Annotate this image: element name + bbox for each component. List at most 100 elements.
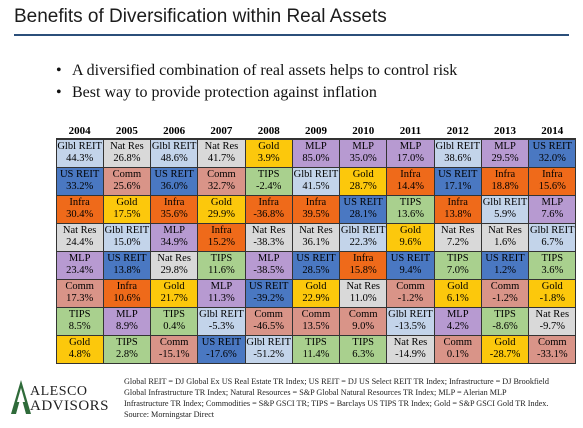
bullet-text: A diversified combination of real assets… [72,62,458,79]
asset-return-cell: Nat Res -9.7% [528,306,577,336]
asset-return-cell: Glbl REIT 44.3% [55,138,104,168]
asset-class-label: Glbl REIT [199,309,244,320]
asset-class-label: TIPS [399,197,422,208]
return-value: -1.8% [539,293,565,304]
return-value: 11.0% [349,293,377,304]
returns-grid: Glbl REIT 44.3% Nat Res 26.8% Glbl REIT 48.6%… [55,138,577,364]
return-value: 33.2% [66,181,94,192]
asset-class-label: MLP [257,253,280,264]
return-value: 25.6% [113,181,141,192]
return-value: -17.6% [206,349,237,360]
asset-class-label: US REIT [343,197,383,208]
bullet-dot: • [56,84,62,101]
asset-return-cell: TIPS 13.6% [386,194,435,224]
return-value: 34.9% [160,237,188,248]
asset-class-label: TIPS [163,309,185,320]
asset-class-label: Infra [353,253,374,264]
return-value: -51.2% [253,349,284,360]
return-value: 8.9% [115,321,138,332]
asset-class-label: Comm [65,281,94,292]
return-value: 15.0% [113,237,141,248]
asset-class-label: TIPS [541,253,564,264]
return-value: -38.5% [253,265,284,276]
asset-return-cell: Nat Res 1.6% [480,222,530,252]
return-value: 1.6% [494,237,516,248]
asset-class-label: Comm [443,337,473,348]
return-value: 2.8% [115,349,138,360]
asset-return-cell: Glbl REIT 5.9% [480,194,530,224]
logo-mark-icon [11,380,31,414]
return-value: 9.6% [399,237,422,248]
return-value: 36.1% [302,237,330,248]
company-logo: ALESCO ADVISORS [8,376,113,420]
footnote-line: Global Infrastructure TR Index; Natural … [124,388,507,397]
asset-return-cell: Nat Res -38.3% [244,222,293,252]
return-value: 0.1% [446,349,469,360]
asset-return-cell: Comm -33.1% [528,334,577,364]
return-value: 22.3% [349,237,377,248]
asset-class-label: Glbl REIT [104,225,150,236]
return-value: 39.5% [302,209,330,220]
asset-return-cell: Comm 17.3% [55,278,104,308]
return-value: -5.3% [208,321,235,332]
return-value: -1.2% [397,293,424,304]
return-value: 21.7% [160,293,188,304]
asset-return-cell: TIPS 8.5% [55,306,104,336]
asset-return-cell: Comm 0.1% [433,334,482,364]
asset-return-cell: Infra 39.5% [291,194,341,224]
asset-class-label: US REIT [532,141,572,152]
return-value: -33.1% [536,349,568,360]
return-value: 4.2% [446,321,469,332]
asset-return-cell: US REIT 1.2% [480,250,530,280]
asset-return-cell: Infra 35.6% [150,194,199,224]
asset-return-cell: Glbl REIT 6.7% [528,222,577,252]
asset-return-cell: US REIT 36.0% [150,166,199,196]
year-header: 2013 [494,125,517,137]
asset-return-cell: Gold 28.7% [339,166,388,196]
asset-class-label: Gold [210,197,232,208]
asset-class-label: Infra [542,169,563,180]
footnote-line: Global REIT = DJ Global Ex US Real Estat… [124,377,549,386]
bullet-item: • A diversified combination of real asse… [56,60,566,82]
return-value: 14.4% [396,181,425,192]
asset-return-cell: Gold 29.9% [197,194,246,224]
asset-class-label: Nat Res [440,225,475,236]
asset-class-label: Glbl REIT [246,337,291,348]
return-value: 7.2% [446,237,469,248]
asset-class-label: Nat Res [204,141,239,152]
asset-return-cell: US REIT 9.4% [386,250,435,280]
return-value: 18.8% [491,181,519,192]
asset-return-cell: US REIT -17.6% [197,334,246,364]
return-value: -39.2% [253,293,284,304]
asset-return-cell: TIPS 2.8% [102,334,152,364]
asset-class-label: US REIT [59,169,100,180]
return-value: 22.9% [302,293,330,304]
year-header: 2010 [352,125,375,137]
year-header-row: 2004 2005 2006 2007 2008 2009 2010 2011 2012 2013… [56,124,576,138]
asset-return-cell: MLP 35.0% [339,138,388,168]
return-value: 38.6% [444,153,472,164]
return-value: 85.0% [302,153,330,164]
return-value: 8.5% [68,321,91,332]
return-value: 13.5% [302,321,330,332]
asset-return-cell: US REIT -39.2% [244,278,293,308]
asset-class-label: Comm [537,337,567,348]
asset-class-label: Nat Res [251,225,286,236]
return-value: -13.5% [395,321,426,332]
asset-return-cell: Nat Res 24.4% [55,222,104,252]
asset-class-label: Gold [116,197,138,208]
asset-class-label: Glbl REIT [151,141,197,152]
asset-return-cell: TIPS -2.4% [244,166,293,196]
asset-return-cell: MLP 8.9% [102,306,152,336]
bullet-dot: • [56,62,62,79]
year-header: 2004 [68,125,91,137]
asset-return-cell: MLP 11.3% [197,278,246,308]
asset-class-label: Gold [163,281,185,292]
asset-class-label: Nat Res [110,141,144,152]
return-value: 17.1% [444,181,472,192]
asset-return-cell: Comm -46.5% [244,306,293,336]
asset-return-cell: MLP 17.0% [386,138,435,168]
asset-class-label: Comm [254,309,283,320]
asset-class-label: Gold [305,281,327,292]
asset-class-label: Gold [494,337,516,348]
